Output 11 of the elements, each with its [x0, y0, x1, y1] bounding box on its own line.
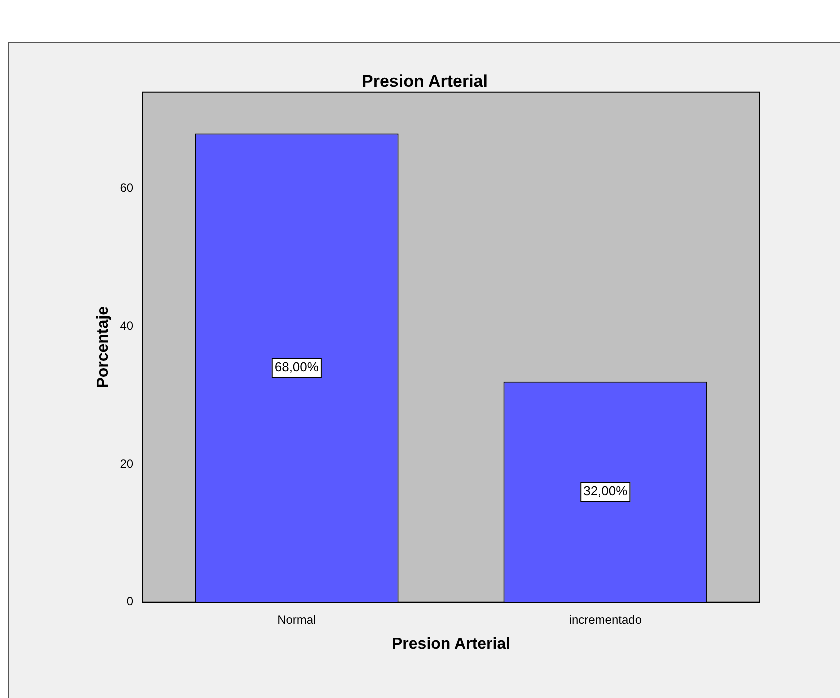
y-tick-label: 0	[126, 594, 134, 609]
x-tick-label: incrementado	[569, 612, 642, 627]
chart-title: Presion Arterial	[362, 72, 488, 91]
y-tick-label: 40	[120, 319, 134, 334]
data-label: 32,00%	[584, 484, 628, 499]
y-axis-title: Porcentaje	[95, 306, 112, 388]
data-label: 68,00%	[274, 360, 320, 375]
x-axis-title: Presion Arterial	[392, 636, 511, 653]
x-tick-label: Normal	[278, 612, 316, 627]
y-tick-label: 60	[120, 181, 134, 196]
y-tick-label: 20	[120, 456, 134, 471]
